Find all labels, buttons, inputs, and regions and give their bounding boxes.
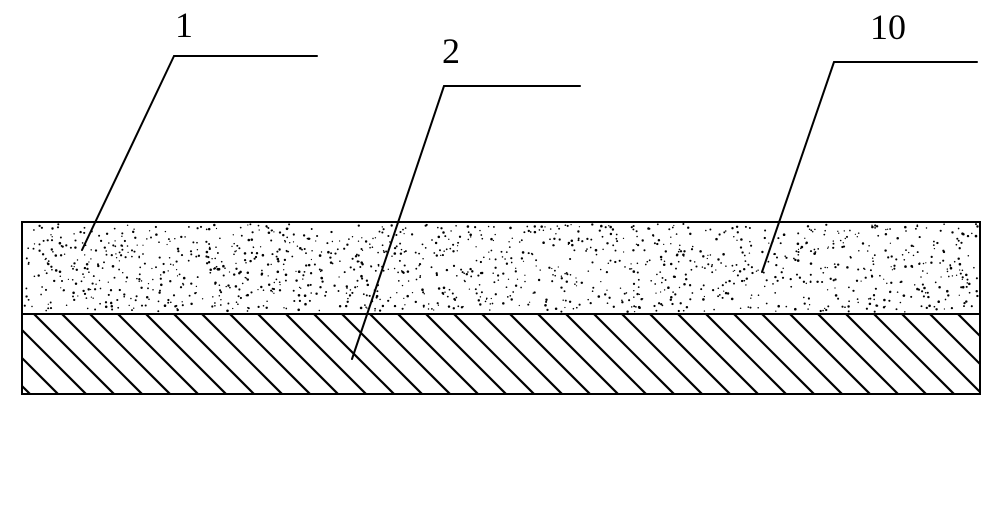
- label-1: 1: [175, 4, 193, 46]
- diagram-canvas: [0, 0, 1000, 509]
- label-2: 2: [442, 30, 460, 72]
- layer-top: [22, 222, 980, 314]
- label-10: 10: [870, 6, 906, 48]
